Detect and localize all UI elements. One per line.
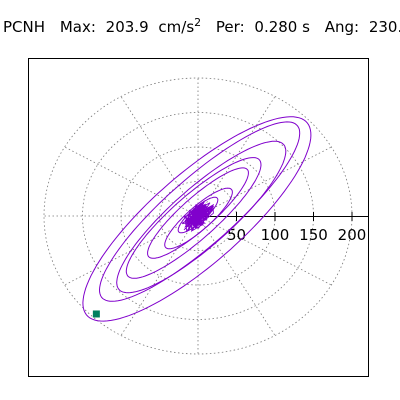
- radial-tick-label-150: 150: [299, 226, 328, 244]
- orbit-loop-1: [82, 116, 312, 322]
- grid-spoke-150: [64, 146, 199, 217]
- orbit-loop-3: [116, 140, 287, 294]
- grid-spoke-30: [197, 146, 332, 217]
- grid-spoke-240: [120, 215, 199, 336]
- orbit-loop-2: [98, 121, 301, 302]
- peak-marker: [92, 310, 100, 318]
- radial-tick-label-200: 200: [338, 226, 367, 244]
- plot-header: PCNH Max: 203.9 cm/s2 Per: 0.280 s Ang: …: [0, 16, 400, 38]
- station-code: PCNH: [3, 18, 46, 36]
- max-label: Max:: [59, 18, 96, 36]
- markers: [92, 310, 100, 318]
- orbit-traces: [82, 116, 312, 322]
- angle-label: Ang:: [324, 18, 360, 36]
- period-value: 0.280 s: [254, 18, 310, 36]
- grid-spoke-120: [120, 96, 199, 217]
- orbit-loop-7: [177, 196, 219, 234]
- radial-tick-label-50: 50: [227, 226, 246, 244]
- max-unit: cm/s2: [158, 16, 201, 38]
- plot-frame: [28, 58, 369, 377]
- orbit-core-scribble: [181, 201, 215, 233]
- max-value: 203.9: [105, 18, 149, 36]
- grid-spoke-210: [64, 215, 199, 286]
- orbit-loop-5: [147, 167, 249, 259]
- radial-tick-label-100: 100: [261, 226, 290, 244]
- max-unit-text: cm/s: [158, 18, 195, 36]
- max-unit-exponent: 2: [194, 16, 202, 29]
- radial-axis: 50 100 150 200: [198, 212, 368, 244]
- orbit-loop-6: [164, 187, 233, 250]
- period-label: Per:: [215, 18, 245, 36]
- angle-value: 230.3: [368, 18, 400, 36]
- grid-spoke-330: [197, 215, 332, 286]
- orbit-loop-4: [125, 157, 262, 279]
